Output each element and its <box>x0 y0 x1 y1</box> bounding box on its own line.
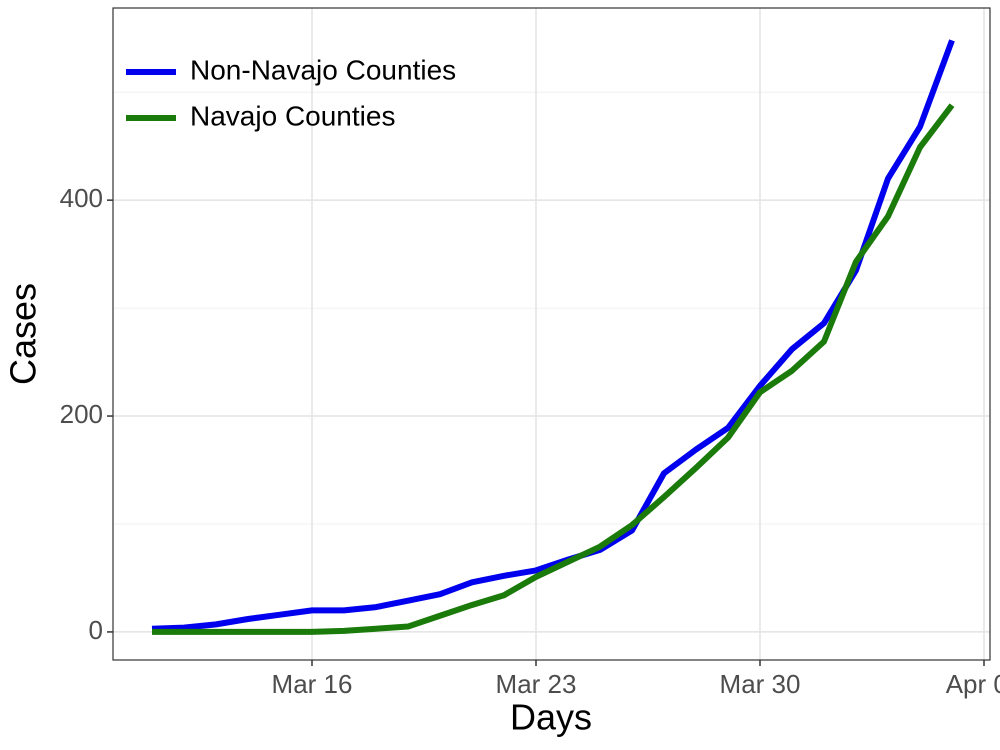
x-tick-label: Mar 16 <box>272 669 353 699</box>
x-axis-title: Days <box>510 697 592 738</box>
y-tick-label: 200 <box>60 399 103 429</box>
x-tick-label: Apr 06 <box>946 669 1000 699</box>
y-tick-label: 0 <box>89 615 103 645</box>
x-tick-label: Mar 30 <box>720 669 801 699</box>
plot-border <box>112 7 991 661</box>
x-tick-label: Mar 23 <box>496 669 577 699</box>
legend-label: Non-Navajo Counties <box>190 54 456 85</box>
legend-label: Navajo Counties <box>190 100 395 131</box>
y-tick-label: 400 <box>60 183 103 213</box>
line <box>151 39 955 632</box>
y-axis-title: Cases <box>3 283 44 385</box>
line <box>152 103 955 635</box>
